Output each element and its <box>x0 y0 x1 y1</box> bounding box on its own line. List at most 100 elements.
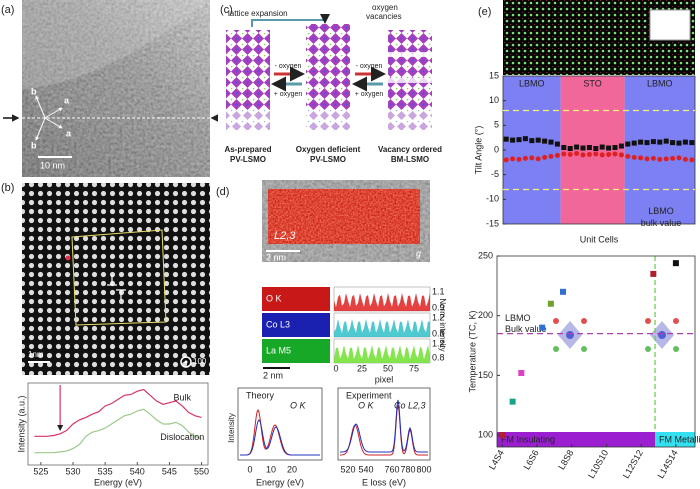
region <box>503 76 561 224</box>
annotation: + oxygen <box>355 91 384 98</box>
annotation: LBMO <box>505 313 531 323</box>
map-label: Co L3 <box>266 319 290 329</box>
series-label: Bulk <box>174 392 192 402</box>
point <box>509 398 516 405</box>
plot-title: Experiment <box>346 390 392 400</box>
scale-label: 10 nm <box>40 160 65 170</box>
point <box>548 153 554 159</box>
axis-label: Energy (eV) <box>256 477 304 487</box>
tick-label: 20 <box>287 464 297 474</box>
spectrum <box>339 399 428 453</box>
dislocation-symbol <box>107 275 126 300</box>
point <box>689 157 695 163</box>
axis-label: Norm. intensity <box>438 298 447 351</box>
plot-title: Theory <box>246 390 275 400</box>
x-tick-label: 545 <box>162 466 177 476</box>
point <box>580 145 586 151</box>
tick-label: 0.8 <box>432 328 445 338</box>
x-tick-label: L4S4 <box>487 448 506 471</box>
y-tick-label: 200 <box>478 310 493 320</box>
annotation: lattice expansion <box>228 9 288 18</box>
burgers-circuit <box>71 229 167 326</box>
zone-axis <box>180 356 192 368</box>
region <box>497 432 656 447</box>
marker <box>65 255 71 261</box>
point <box>547 300 554 307</box>
point <box>561 151 567 157</box>
substrate <box>226 110 270 130</box>
point <box>682 156 688 162</box>
point <box>631 140 637 146</box>
x-tick-label: L14S14 <box>656 448 680 480</box>
x-tick-label: 535 <box>98 466 113 476</box>
series-line <box>34 388 202 437</box>
structure-name: PV-LSMO <box>310 155 346 164</box>
y-tick-label: 150 <box>478 370 493 380</box>
zone-label: 100 <box>193 357 207 366</box>
point <box>542 138 548 144</box>
vector-label: a <box>66 128 72 138</box>
panel-a: (a) a b a b 10 nm <box>1 0 218 177</box>
point <box>539 324 546 331</box>
point <box>529 138 535 144</box>
point <box>574 150 580 156</box>
point <box>689 140 695 146</box>
point <box>618 143 624 149</box>
x-tick-label: L6S6 <box>522 448 541 471</box>
point <box>510 137 516 143</box>
panel-label: (d) <box>216 186 229 198</box>
tick-label: 25 <box>357 363 367 373</box>
panel-d: (d) L2,3 2 nm g O K Co L3 La M5 2 nm 1.1… <box>216 180 447 487</box>
point <box>499 432 506 439</box>
x-tick-label: L10S10 <box>586 448 610 480</box>
lattice-vectors <box>35 95 63 141</box>
point <box>663 156 669 162</box>
axis-label: pixel <box>375 374 394 384</box>
point <box>657 156 663 162</box>
vector-label: a <box>64 95 70 105</box>
edge-label: L2,3 <box>274 230 296 242</box>
vacancy-layers <box>388 52 432 83</box>
region-label: STO <box>583 78 601 88</box>
tick-label: 1.2 <box>432 338 445 348</box>
tick-label: 0 <box>333 363 338 373</box>
scale-label: 2 nm <box>263 370 283 380</box>
tick-label: 520 <box>340 464 355 474</box>
point <box>554 152 560 158</box>
point <box>554 141 560 147</box>
panel-label: (c) <box>220 4 233 16</box>
point <box>676 140 682 146</box>
point <box>599 152 605 158</box>
point <box>625 153 631 159</box>
series-line <box>34 408 202 454</box>
structure-name: PV-LSMO <box>230 155 266 164</box>
crystal-inset <box>553 318 679 352</box>
point <box>682 139 688 145</box>
x-tick-label: L12S12 <box>621 448 645 480</box>
point <box>535 137 541 143</box>
structure-name: Vacancy ordered <box>378 145 442 154</box>
point <box>503 136 509 142</box>
vector-label: g <box>416 248 421 258</box>
point <box>650 155 656 161</box>
eels-noise <box>268 189 420 244</box>
x-tick-label: 550 <box>194 466 209 476</box>
tick-label: 10 <box>266 464 276 474</box>
map-label: La M5 <box>266 345 291 355</box>
y-tick-label: 10 <box>489 95 499 105</box>
tick-label: 1.2 <box>432 312 445 322</box>
tick-label: 800 <box>416 464 431 474</box>
x-tick-label: 530 <box>65 466 80 476</box>
point <box>644 156 650 162</box>
zone-axis <box>184 360 188 364</box>
point <box>599 144 605 150</box>
point <box>522 155 528 161</box>
tick-label: 0.9 <box>432 302 445 312</box>
region <box>655 432 695 447</box>
point <box>631 154 637 160</box>
tick-label: 0 <box>247 464 252 474</box>
annotation: - oxygen <box>356 63 383 70</box>
point <box>518 369 525 376</box>
point <box>542 154 548 160</box>
point <box>510 156 516 162</box>
